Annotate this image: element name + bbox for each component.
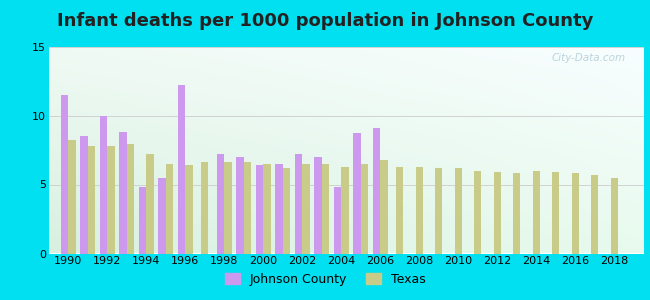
Bar [139,187,146,254]
Bar [237,157,244,254]
Bar [201,162,209,254]
Bar [380,160,387,254]
Bar [263,164,270,254]
Bar [334,187,341,254]
Bar [513,173,521,254]
Bar [178,85,185,253]
Bar [322,164,329,254]
Bar [276,164,283,254]
Bar [474,171,482,254]
Bar [552,172,560,254]
Bar [591,175,599,254]
Bar [610,178,618,254]
Bar [295,154,302,254]
Bar [68,140,75,254]
Bar [224,162,231,254]
Bar [532,171,540,254]
Bar [159,178,166,254]
Bar [341,167,348,254]
Bar [283,168,290,254]
Text: Infant deaths per 1000 population in Johnson County: Infant deaths per 1000 population in Joh… [57,12,593,30]
Bar [166,164,173,254]
Bar [88,146,95,253]
Bar [435,168,443,254]
Bar [127,145,134,254]
Bar [244,162,251,254]
Bar [61,95,68,254]
Legend: Johnson County, Texas: Johnson County, Texas [220,268,430,291]
Bar [571,173,579,254]
Bar [315,157,322,254]
Bar [361,164,368,254]
Bar [100,116,107,254]
Bar [454,168,462,254]
Bar [302,164,309,254]
Bar [146,154,153,254]
Bar [256,165,263,254]
Bar [373,128,380,254]
Bar [120,132,127,254]
Bar [396,167,404,254]
Bar [493,172,501,254]
Text: City-Data.com: City-Data.com [552,53,626,63]
Bar [354,134,361,254]
Bar [81,136,88,254]
Bar [415,167,423,254]
Bar [217,154,224,254]
Bar [185,165,192,254]
Bar [107,146,114,253]
